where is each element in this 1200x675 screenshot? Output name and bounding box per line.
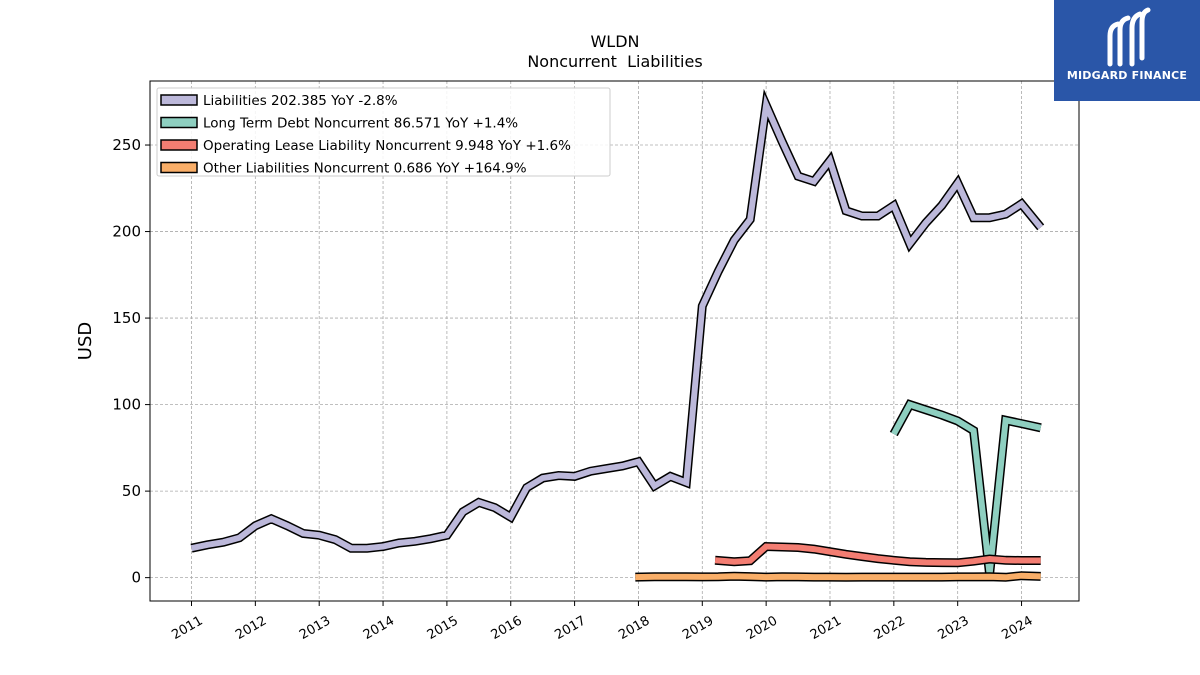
y-tick-label: 200 (112, 223, 141, 241)
series-4 (635, 571, 1041, 582)
series-line (635, 572, 1041, 581)
legend-swatch (160, 161, 198, 174)
plot-frame (149, 80, 1080, 602)
midgard-logo-icon (1107, 7, 1151, 67)
legend-entry: Long Term Debt Noncurrent 86.571 YoY +1.… (203, 116, 518, 132)
series-line (714, 543, 1041, 566)
legend: Liabilities 202.385 YoY -2.8% Long Term D… (156, 87, 611, 177)
y-tick-label: 100 (112, 396, 141, 414)
x-tick-label: 2020 (744, 613, 780, 643)
series-line (891, 400, 1042, 575)
x-tick-label: 2015 (425, 613, 461, 643)
x-tick-label: 2018 (616, 613, 652, 643)
x-tick-label: 2022 (872, 613, 908, 643)
series-lines (190, 88, 1045, 582)
brand-name: MIDGARD FINANCE (1066, 69, 1188, 82)
brand-logo: MIDGARD FINANCE (1054, 0, 1200, 101)
legend-swatch (160, 139, 198, 151)
x-tick-label: 2012 (233, 613, 269, 643)
chart-subtitle: Noncurrent Liabilities (527, 52, 702, 71)
legend-swatch (160, 116, 198, 129)
legend-entry: Operating Lease Liability Noncurrent 9.9… (203, 138, 571, 154)
legend-entry: Liabilities 202.385 YoY -2.8% (203, 93, 398, 109)
x-tick-label: 2024 (999, 613, 1035, 643)
legend-swatch (160, 94, 198, 106)
legend-entry: Other Liabilities Noncurrent 0.686 YoY +… (203, 161, 527, 177)
x-tick-label: 2019 (680, 613, 716, 643)
x-tick-label: 2013 (297, 613, 333, 643)
x-tick-label: 2023 (936, 613, 972, 643)
chart-title: WLDN (590, 32, 639, 51)
series-3 (714, 541, 1041, 568)
x-tick-label: 2017 (552, 613, 588, 643)
y-tick-label: 250 (112, 136, 141, 154)
series-line (190, 94, 1044, 552)
x-tick-label: 2016 (489, 613, 525, 643)
series-2 (889, 399, 1042, 575)
y-tick-label: 150 (112, 309, 141, 327)
y-tick-label: 0 (131, 569, 141, 587)
x-tick-label: 2021 (808, 613, 844, 643)
x-tick-label: 2011 (169, 613, 205, 643)
legend-box (156, 87, 611, 177)
x-tick-label: 2014 (361, 613, 397, 643)
y-axis-label: USD (75, 322, 96, 360)
y-tick-label: 50 (122, 482, 141, 500)
series-1 (190, 88, 1045, 553)
